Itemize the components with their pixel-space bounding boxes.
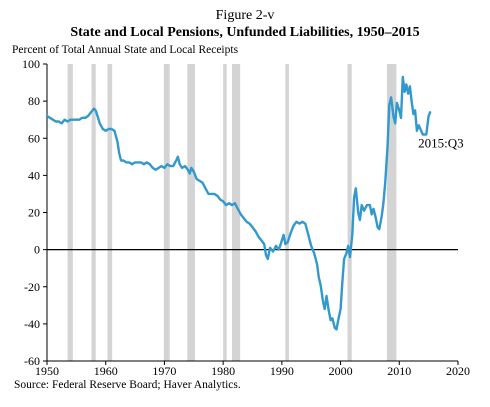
recession-band-1 [91, 64, 96, 361]
y-tick-label: 60 [28, 131, 40, 145]
x-axis-ticks: 1950 1960 1970 1980 1990 2000 2010 2020 [35, 361, 470, 378]
y-tick-label: -20 [24, 280, 40, 294]
recession-band-0 [67, 64, 73, 361]
y-tick-label: -40 [24, 317, 40, 331]
chart-title: State and Local Pensions, Unfunded Liabi… [70, 25, 420, 40]
x-tick-label: 1960 [94, 364, 118, 378]
x-tick-label: 1980 [211, 364, 235, 378]
y-axis-ticks: 100 80 60 40 20 0 -20 -40 -60 [22, 57, 47, 368]
y-tick-label: 40 [28, 168, 40, 182]
recession-band-6 [231, 64, 241, 361]
recession-band-9 [386, 64, 397, 361]
y-tick-label: 80 [28, 94, 40, 108]
x-tick-label: 1950 [35, 364, 59, 378]
x-tick-label: 2010 [387, 364, 411, 378]
x-tick-label: 1990 [270, 364, 294, 378]
x-tick-label: 1970 [152, 364, 176, 378]
y-tick-label: 0 [34, 243, 40, 257]
y-tick-label: -60 [24, 354, 40, 368]
recession-band-8 [347, 64, 352, 361]
y-tick-label: 100 [22, 57, 40, 71]
source-note: Source: Federal Reserve Board; Haver Ana… [14, 379, 241, 391]
recession-band-3 [163, 64, 170, 361]
y-tick-label: 20 [28, 206, 40, 220]
x-tick-label: 2020 [446, 364, 470, 378]
recession-band-4 [187, 64, 195, 361]
recession-band-7 [285, 64, 289, 361]
y-axis-label: Percent of Total Annual State and Local … [12, 44, 239, 56]
series-line [45, 75, 432, 331]
recession-band-5 [223, 64, 227, 361]
last-value-annotation: 2015:Q3 [418, 136, 464, 151]
recession-bands [67, 64, 397, 361]
recession-band-2 [107, 64, 113, 361]
x-tick-label: 2000 [329, 364, 353, 378]
figure-label: Figure 2-v [215, 8, 275, 23]
